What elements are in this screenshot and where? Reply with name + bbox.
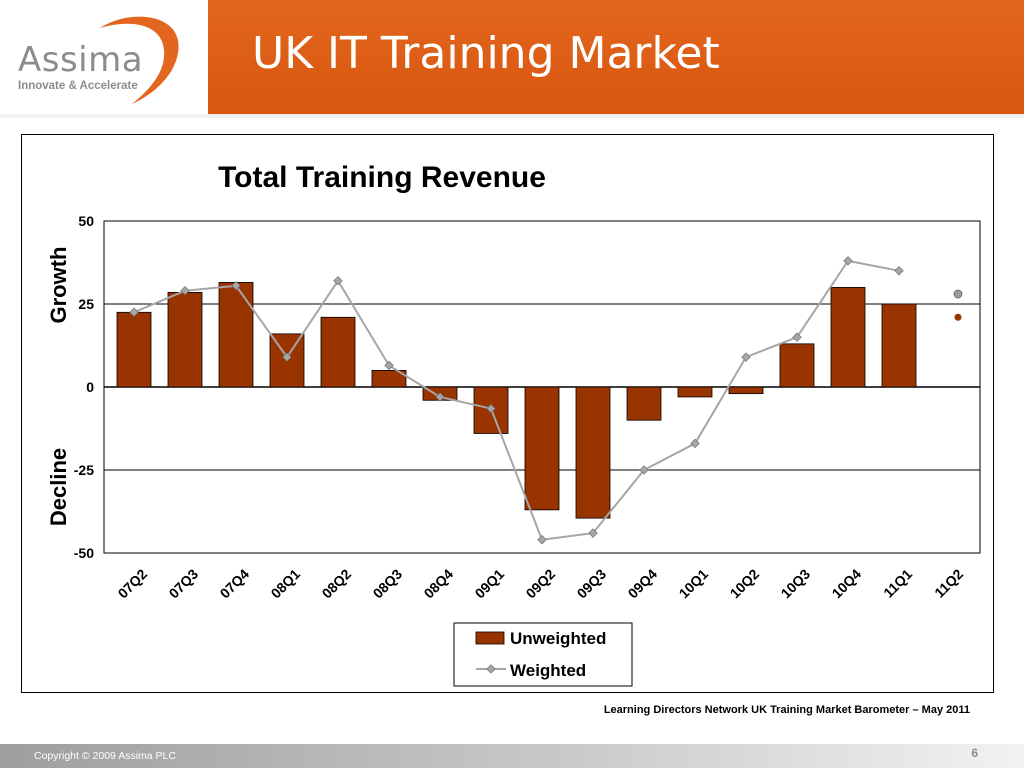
bar-unweighted	[116, 311, 152, 388]
weighted-point	[435, 392, 445, 402]
x-tick-label: 08Q2	[319, 566, 355, 602]
source-caption: Learning Directors Network UK Training M…	[603, 704, 970, 716]
x-tick-label: 07Q4	[217, 566, 253, 602]
weighted-point	[282, 352, 292, 362]
x-tick-label: 11Q2	[931, 566, 966, 601]
legend-weighted-marker	[486, 664, 496, 674]
bar-unweighted	[320, 316, 356, 388]
weighted-point	[486, 403, 496, 414]
bar-unweighted	[830, 286, 866, 388]
ylabel-growth: Growth	[46, 247, 71, 324]
legend-weighted-label: Weighted	[510, 661, 586, 680]
bar-unweighted	[677, 386, 713, 398]
y-tick-label: 25	[78, 296, 94, 312]
weighted-point	[741, 352, 751, 362]
y-tick-label: -25	[74, 462, 94, 478]
chart-frame: Total Training Revenue 50 25 0 -25 -50 07Q2 07…	[21, 134, 994, 693]
weighted-point	[333, 276, 343, 286]
weighted-line	[133, 259, 900, 541]
x-tick-label: 09Q2	[523, 566, 559, 602]
slide-footer: Copyright © 2009 Assima PLC 6	[0, 744, 1024, 768]
y-tick-label: -50	[74, 545, 94, 561]
x-tick-label: 10Q1	[676, 566, 712, 602]
slide-title: UK IT Training Market	[252, 28, 720, 79]
x-tick-label: 09Q1	[472, 566, 508, 602]
y-tick-label: 50	[78, 213, 94, 229]
bar-unweighted	[524, 386, 560, 511]
x-tick-label: 07Q3	[166, 566, 202, 602]
weighted-point	[843, 256, 853, 266]
y-tick-label: 0	[86, 379, 94, 395]
bar-unweighted	[218, 282, 254, 388]
weighted-point	[894, 266, 904, 276]
line-layer	[129, 256, 963, 545]
weighted-point	[384, 360, 394, 371]
revenue-chart: Total Training Revenue 50 25 0 -25 -50 07Q2 07…	[46, 161, 981, 687]
weighted-point	[180, 286, 190, 296]
weighted-point	[231, 281, 241, 291]
slide-header: Assima Innovate & Accelerate UK IT Train…	[0, 0, 1024, 114]
weighted-point	[690, 438, 700, 449]
bar-unweighted	[881, 303, 917, 388]
x-tick-label: 08Q1	[268, 566, 304, 602]
bar-unweighted	[779, 343, 815, 388]
forecast-unweighted-point	[954, 313, 962, 321]
legend: Unweighted Weighted	[453, 622, 633, 687]
x-tick-label: 07Q2	[115, 566, 151, 602]
x-tick-label: 09Q4	[625, 566, 661, 602]
logo-tagline: Innovate & Accelerate	[18, 80, 138, 92]
weighted-point	[129, 307, 139, 317]
ylabel-decline: Decline	[46, 448, 71, 526]
x-tick-label: 10Q3	[778, 566, 814, 602]
bar-unweighted	[371, 369, 407, 388]
x-tick-label: 10Q2	[727, 566, 763, 602]
swoosh-logo-icon	[100, 16, 179, 105]
bar-unweighted	[728, 386, 764, 395]
x-tick-label: 09Q3	[574, 566, 610, 602]
x-tick-label: 08Q4	[421, 566, 457, 602]
x-tick-label: 11Q1	[880, 566, 915, 601]
chart-title: Total Training Revenue	[218, 161, 546, 194]
weighted-point	[537, 535, 547, 545]
logo-name: Assima	[18, 40, 144, 80]
weighted-point	[792, 332, 802, 342]
header-divider	[0, 114, 1024, 118]
weighted-point	[639, 465, 649, 475]
copyright-text: Copyright © 2009 Assima PLC	[34, 750, 176, 762]
bar-unweighted	[626, 386, 662, 421]
weighted-point	[588, 528, 598, 538]
bar-unweighted	[167, 291, 203, 388]
forecast-weighted-point	[953, 289, 963, 299]
page-number: 6	[971, 746, 978, 760]
x-tick-label: 10Q4	[829, 566, 865, 602]
logo: Assima Innovate & Accelerate	[0, 0, 208, 114]
x-tick-label: 08Q3	[370, 566, 406, 602]
legend-unweighted-label: Unweighted	[510, 629, 606, 648]
axis-layer: 50 25 0 -25 -50 07Q2 07Q3 07Q4 08Q1 08Q2 08Q3 08Q4 0…	[74, 213, 967, 601]
bar-layer	[116, 282, 917, 519]
legend-unweighted-swatch	[475, 631, 505, 645]
bar-unweighted	[575, 386, 611, 519]
